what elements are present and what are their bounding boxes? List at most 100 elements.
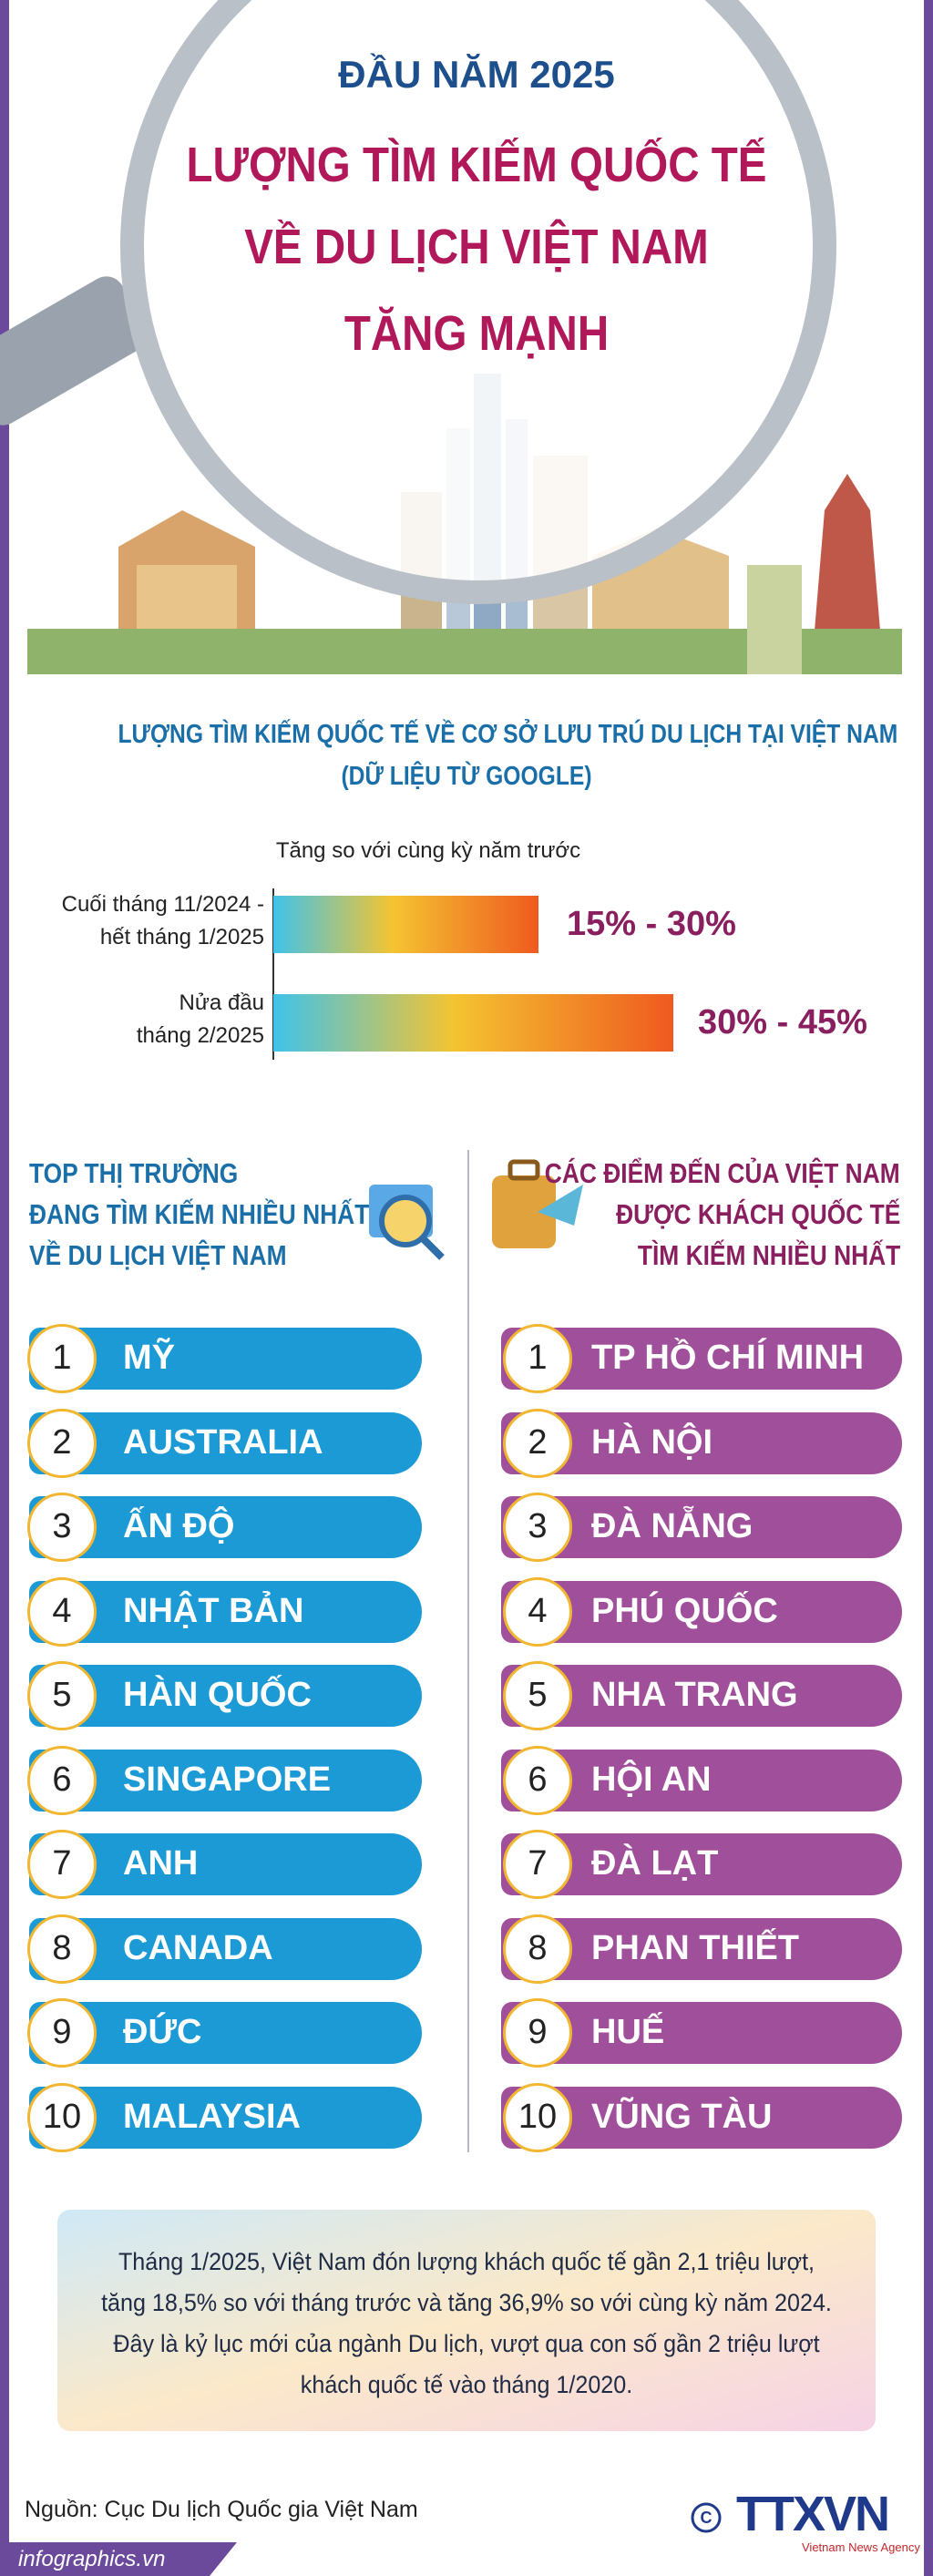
note-line: Tháng 1/2025, Việt Nam đón lượng khách q…: [118, 2248, 815, 2275]
list-name: PHAN THIẾT: [591, 1928, 799, 1967]
list-name: PHÚ QUỐC: [591, 1591, 778, 1630]
bar: [273, 994, 673, 1052]
chart-caption: Tăng so với cùng kỳ năm trước: [275, 838, 581, 863]
title-line: LƯỢNG TÌM KIẾM QUỐC TẾ: [186, 138, 767, 192]
rank-circle: [503, 1830, 572, 1899]
copyright-icon: C: [701, 2509, 713, 2527]
rank-circle: [27, 1998, 97, 2068]
list-name: ĐÀ NẴNG: [591, 1507, 754, 1545]
rank-number: 7: [528, 1844, 548, 1883]
markets-heading: ĐANG TÌM KIẾM NHIỀU NHẤT: [29, 1198, 370, 1230]
note-box: [57, 2210, 876, 2431]
note-line: Đây là kỷ lục mới của ngành Du lịch, vượ…: [113, 2330, 820, 2357]
list-name: HÀN QUỐC: [123, 1676, 312, 1714]
rank-circle: [503, 1324, 572, 1393]
side-border: [924, 0, 933, 2576]
destinations-heading: ĐƯỢC KHÁCH QUỐC TẾ: [615, 1198, 900, 1230]
rank-circle: [27, 1745, 97, 1815]
list-name: ĐÀ LẠT: [591, 1844, 719, 1883]
luggage-icon: [492, 1159, 583, 1248]
list-name: SINGAPORE: [123, 1760, 332, 1799]
rank-number: 2: [52, 1422, 72, 1462]
list-name: HUẾ: [591, 2013, 665, 2051]
markets-heading: TOP THỊ TRƯỜNG: [29, 1157, 239, 1189]
rank-circle: [27, 1408, 97, 1478]
bar-label: Nửa đầu: [179, 990, 264, 1015]
search-icon: [369, 1185, 445, 1260]
list-name: AUSTRALIA: [123, 1422, 323, 1462]
destinations-heading: TÌM KIẾM NHIỀU NHẤT: [637, 1239, 900, 1271]
list-name: NHẬT BẢN: [123, 1591, 304, 1630]
rank-number: 4: [52, 1591, 72, 1630]
chart-subtitle: (DỮ LIỆU TỪ GOOGLE): [341, 762, 592, 791]
list-name: ĐỨC: [123, 2013, 202, 2051]
rank-number: 2: [528, 1422, 548, 1462]
logo: TTXVN: [736, 2487, 890, 2541]
magnifier: [0, 0, 836, 604]
rank-number: 3: [528, 1507, 548, 1545]
rank-circle: [503, 1661, 572, 1730]
list-name: CANADA: [123, 1928, 273, 1967]
rank-circle: [27, 1914, 97, 1984]
list-name: ẤN ĐỘ: [123, 1507, 235, 1545]
site: infographics.vn: [18, 2547, 166, 2571]
rank-circle: [27, 1576, 97, 1647]
rank-number: 3: [52, 1507, 72, 1545]
rank-circle: [27, 1661, 97, 1730]
destinations-heading: CÁC ĐIỂM ĐẾN CỦA VIỆT NAM: [545, 1157, 900, 1189]
rank-number: 9: [52, 2013, 72, 2051]
source: Nguồn: Cục Du lịch Quốc gia Việt Nam: [25, 2497, 418, 2522]
bar-range: 30% - 45%: [698, 1003, 867, 1042]
rank-number: 1: [528, 1339, 548, 1377]
list-name: MALAYSIA: [123, 2097, 301, 2136]
rank-number: 6: [52, 1760, 72, 1799]
rank-number: 5: [52, 1676, 72, 1714]
list-name: NHA TRANG: [591, 1676, 798, 1714]
rank-number: 5: [528, 1676, 548, 1714]
rank-circle: [503, 1998, 572, 2068]
bar-label: hết tháng 1/2025: [99, 925, 264, 949]
list-name: HỘI AN: [591, 1760, 712, 1799]
list-name: ANH: [123, 1844, 199, 1883]
rank-circle: [27, 1830, 97, 1899]
bar-label: Cuối tháng 11/2024 -: [61, 892, 264, 917]
pretitle: ĐẦU NĂM 2025: [338, 53, 615, 96]
rank-circle: [503, 1408, 572, 1478]
rank-circle: [27, 1324, 97, 1393]
list-name: TP HỒ CHÍ MINH: [591, 1339, 865, 1377]
site-band: [0, 2542, 237, 2576]
title-line: TĂNG MẠNH: [343, 306, 610, 361]
rank-circle: [503, 2082, 572, 2152]
rank-number: 7: [52, 1844, 72, 1883]
rank-number: 8: [52, 1928, 72, 1967]
markets-heading: VỀ DU LỊCH VIỆT NAM: [29, 1239, 287, 1271]
rank-circle: [503, 1493, 572, 1562]
rank-circle: [27, 2082, 97, 2152]
copyright-icon: [691, 2502, 722, 2533]
note-line: tăng 18,5% so với tháng trước và tăng 36…: [101, 2289, 832, 2316]
rank-number: 8: [528, 1928, 548, 1967]
rank-number: 4: [528, 1591, 548, 1630]
note-line: khách quốc tế vào tháng 1/2020.: [300, 2371, 633, 2398]
rank-number: 9: [528, 2013, 548, 2051]
rank-number: 1: [52, 1339, 72, 1377]
rank-circle: [503, 1914, 572, 1984]
list-name: VŨNG TÀU: [591, 2097, 773, 2136]
rank-circle: [503, 1745, 572, 1815]
chart-title: LƯỢNG TÌM KIẾM QUỐC TẾ VỀ CƠ SỞ LƯU TRÚ …: [118, 720, 898, 749]
rank-number: 6: [528, 1760, 548, 1799]
side-border: [0, 0, 9, 2576]
logo-sub: Vietnam News Agency: [802, 2540, 920, 2554]
title-line: VỀ DU LỊCH VIỆT NAM: [244, 220, 709, 274]
rank-circle: [503, 1576, 572, 1647]
rank-circle: [27, 1493, 97, 1562]
bar-range: 15% - 30%: [567, 905, 736, 943]
rank-number: 10: [42, 2097, 82, 2136]
list-name: HÀ NỘI: [591, 1422, 713, 1462]
list-name: MỸ: [123, 1339, 175, 1377]
rank-number: 10: [518, 2097, 558, 2136]
bar: [273, 896, 538, 953]
bar-label: tháng 2/2025: [136, 1023, 264, 1048]
